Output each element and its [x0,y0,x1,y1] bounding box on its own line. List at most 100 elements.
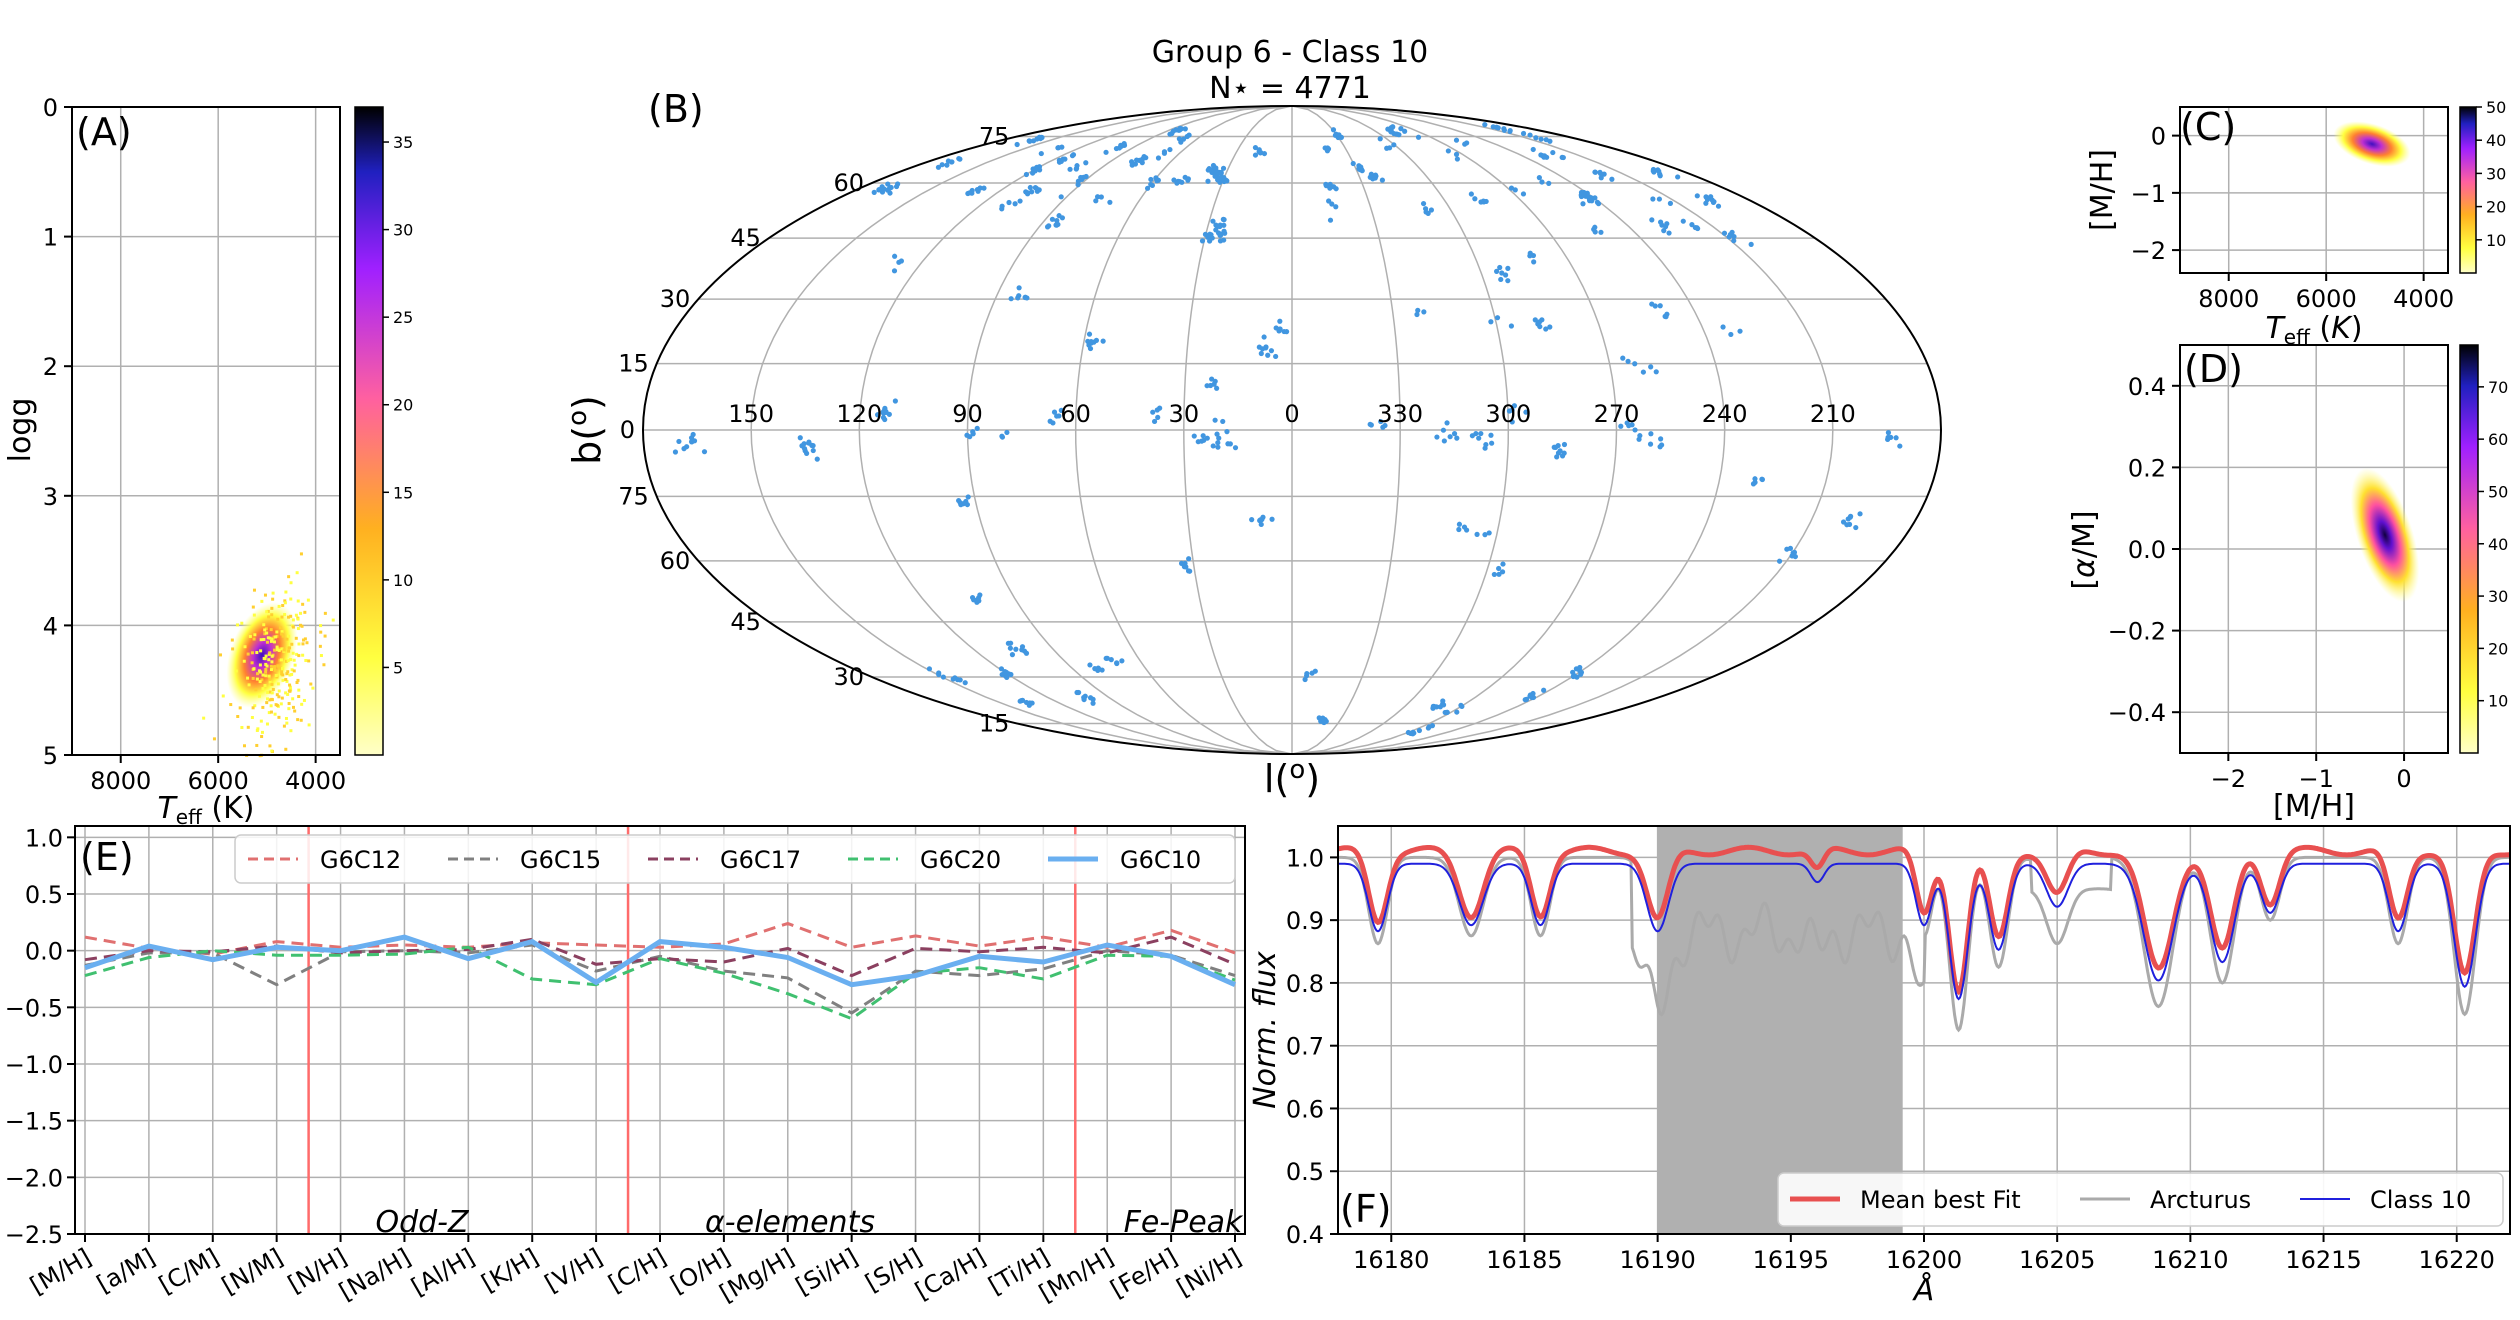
panel-a-point [270,613,274,617]
star-point [1847,514,1853,520]
star-point [1268,348,1275,354]
star-point [1748,241,1754,247]
panel-a-point [276,617,280,621]
panel-a-point [264,667,268,671]
lat-tick-label: 75 [618,482,649,510]
legend-label: Mean best Fit [1860,1186,2021,1214]
legend-label: G6C20 [920,846,1001,874]
panel-a-point [287,575,291,579]
star-point [1415,307,1421,313]
lon-tick-label: 120 [836,400,882,428]
star-point [1648,364,1654,370]
panel-f-ticks: 16180 16185 16190 16195 16200 16205 16210 16215… [1286,844,2495,1274]
panel-a-point [287,689,291,693]
star-point [1664,311,1670,317]
star-point [1210,218,1216,224]
star-point [1087,345,1094,352]
star-point [1103,149,1109,155]
panel-a-point [290,668,294,672]
star-point [1150,409,1156,415]
panel-a-point [277,604,281,608]
panel-a-point [258,663,262,667]
panel-a-point [256,672,260,676]
panel-a-point [264,674,268,678]
panel-a-point [291,625,295,629]
star-point [1453,151,1460,157]
panel-d-cbar-label-3: 40 [2488,535,2508,554]
panel-a-point [266,697,270,701]
panel-e-category-label: [Mg/H] [715,1243,799,1308]
panel-a-point [289,581,293,585]
panel-d-ytick-label-1: 0.2 [2128,454,2166,482]
star-point [1421,309,1427,315]
star-point [1023,650,1030,656]
panel-f-ytick-label-1: 0.9 [1286,907,1324,935]
star-point [1648,431,1654,437]
star-point [1075,178,1081,184]
star-point [1257,517,1263,524]
panel-a-point [278,666,282,670]
star-point [1033,185,1040,191]
panel-e-ytick-label: −1.5 [5,1108,63,1136]
star-point [1468,191,1474,197]
star-point [1329,201,1335,207]
star-point [1087,695,1094,701]
star-point [1539,179,1545,185]
panel-e-grid [75,826,1245,1235]
panel-a-point [268,636,272,640]
panel-a-point [277,664,281,668]
star-point [1478,430,1484,437]
star-point [1088,339,1094,345]
panel-a-point [289,658,293,662]
panel-a-point [273,712,277,716]
panel-a-point [287,702,291,706]
panel-b-label: (B) [648,87,704,131]
panel-a-frame [71,106,341,756]
star-point [1058,407,1064,413]
star-point [803,450,810,456]
lat-tick-label: 30 [660,285,691,313]
panel-b-stars [672,122,1903,737]
star-point [981,185,987,191]
panel-d-ylabel: [α/M] [2067,510,2102,589]
star-point [1171,177,1177,183]
panel-a-point [255,677,259,681]
lat-tick-label: 75 [979,122,1010,150]
panel-a-point [252,667,256,671]
panel-a-point [287,615,291,619]
star-point [1320,715,1326,721]
star-point [939,162,945,168]
star-point [950,676,956,682]
panel-a-point [285,637,289,641]
panel-e-series [84,921,1237,1021]
star-point [1227,441,1233,447]
panel-a-point [250,651,254,655]
panel-a-point [266,636,270,640]
star-point [1086,331,1093,337]
panel-a-point [231,647,235,651]
panel-d-xtick-label-1: −1 [2299,765,2334,793]
star-point [1453,137,1460,143]
star-point [1333,204,1339,210]
star-point [1180,136,1187,142]
panel-a-point [280,647,284,651]
star-point [1016,285,1022,291]
panel-a-point [230,638,234,642]
star-point [1019,644,1026,650]
star-point [1155,414,1161,421]
panel-a-point [283,599,287,603]
panel-f-xtick-label-1: 16185 [1486,1246,1562,1274]
panel-a-point [274,703,278,707]
panel-a-point [295,652,299,656]
panel-a-point [299,611,303,615]
star-point [1657,303,1663,309]
star-point [1538,136,1544,142]
star-point [801,445,808,452]
star-point [977,592,983,598]
star-point [1624,420,1630,426]
panel-a-point [265,640,269,644]
star-point [1789,553,1795,559]
panel-a-point [271,687,275,691]
star-point [1378,418,1384,425]
panel-a-point [255,728,259,732]
